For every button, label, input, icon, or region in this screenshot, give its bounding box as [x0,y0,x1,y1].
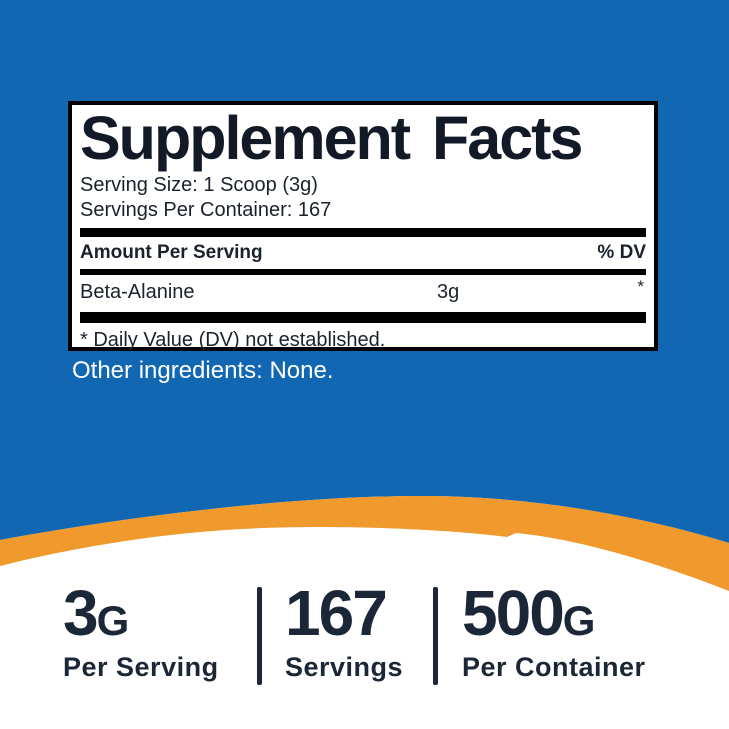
divider-bar-thick [80,228,646,237]
stat-per-container-unit: G [562,597,596,644]
amount-per-serving-header: Amount Per Serving [80,242,263,263]
stat-number-row: 3G [63,581,219,645]
ingredient-dv-asterisk: * [637,277,644,296]
ingredient-amount: 3g [437,281,460,303]
other-ingredients-text: Other ingredients: None. [72,357,334,384]
stat-per-serving-unit: G [96,597,130,644]
stat-per-container-label: Per Container [462,652,646,682]
stat-per-serving: 3G Per Serving [63,581,219,683]
stat-per-serving-number: 3 [63,577,99,649]
ingredient-name: Beta-Alanine [80,281,195,303]
ingredient-row: Beta-Alanine 3g * [80,275,646,312]
blue-wave-shape [0,440,729,543]
servings-per-container-line: Servings Per Container: 167 [80,199,332,221]
supplement-facts-title: Supplement Facts [80,104,583,172]
orange-wave [0,440,729,591]
percent-dv-header: % DV [597,242,646,263]
serving-size-line: Serving Size: 1 Scoop (3g) [80,174,318,196]
stat-number-row: 167 [285,581,403,645]
stat-per-serving-label: Per Serving [63,652,219,682]
stat-divider-right [433,587,438,685]
orange-wave-shape [0,495,729,591]
daily-value-footnote: * Daily Value (DV) not established. [80,329,386,351]
supplement-facts-panel: Supplement Facts Serving Size: 1 Scoop (… [68,101,658,351]
divider-bar-heavy [80,312,646,323]
stat-servings-number: 167 [285,577,388,649]
amount-per-serving-row: Amount Per Serving % DV [80,237,646,269]
stat-servings-label: Servings [285,652,404,682]
stat-servings: 167 Servings [285,581,404,683]
stat-number-row: 500G [462,581,646,645]
stat-divider-left [257,587,262,685]
stat-per-container-number: 500 [462,577,565,649]
divider-bar-medium [80,269,646,275]
stat-per-container: 500G Per Container [462,581,646,683]
